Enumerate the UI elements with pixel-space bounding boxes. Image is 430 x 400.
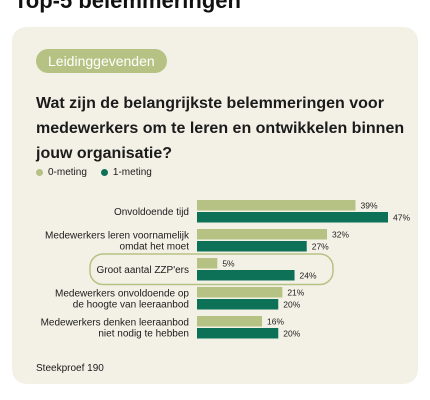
category-label: Onvoldoende tijd <box>114 207 189 218</box>
sample-size: Steekproef 190 <box>36 363 104 374</box>
page-heading: Top-5 belemmeringen <box>14 0 241 13</box>
category-label: omdat het moet <box>120 241 190 252</box>
data-label: 27% <box>312 241 329 251</box>
bar <box>197 212 388 223</box>
highlight-outline <box>89 253 334 286</box>
legend-item-1-meting: 1-meting <box>100 167 152 178</box>
legend-dot-1-meting <box>100 169 108 176</box>
category-label: Groot aantal ZZP'ers <box>97 265 190 276</box>
bar <box>197 200 356 211</box>
data-label: 24% <box>300 270 317 280</box>
bar <box>197 270 295 281</box>
data-label: 16% <box>267 316 284 326</box>
bar <box>197 287 283 298</box>
question-title: Wat zijn de belangrijkste belemmeringen … <box>36 95 405 162</box>
data-label: 47% <box>393 212 410 222</box>
data-label: 20% <box>283 328 300 338</box>
bar <box>197 316 263 327</box>
legend-label-0-meting: 0-meting <box>48 167 87 178</box>
data-label: 39% <box>360 200 377 210</box>
bar <box>197 258 218 269</box>
legend-item-0-meting: 0-meting <box>36 167 87 178</box>
bar <box>197 299 279 310</box>
bar <box>197 241 307 252</box>
category-label: Medewerkers onvoldoende op <box>55 288 189 299</box>
category-label: Medewerkers denken leeraanbod <box>41 317 189 328</box>
category-label: de hoogte van leeraanbod <box>73 299 189 310</box>
bar <box>197 328 279 339</box>
category-label: Medewerkers leren voornamelijk <box>45 230 190 241</box>
data-label: 21% <box>287 287 304 297</box>
audience-tag: Leidinggevenden <box>36 49 167 73</box>
data-label: 5% <box>222 258 235 268</box>
data-label: 20% <box>283 299 300 309</box>
legend-dot-0-meting <box>36 169 43 176</box>
legend: 0-meting 1-meting <box>36 167 152 178</box>
bar <box>197 229 328 240</box>
legend-label-1-meting: 1-meting <box>112 167 152 178</box>
category-label: niet nodig te hebben <box>98 328 189 339</box>
data-label: 32% <box>332 229 349 239</box>
